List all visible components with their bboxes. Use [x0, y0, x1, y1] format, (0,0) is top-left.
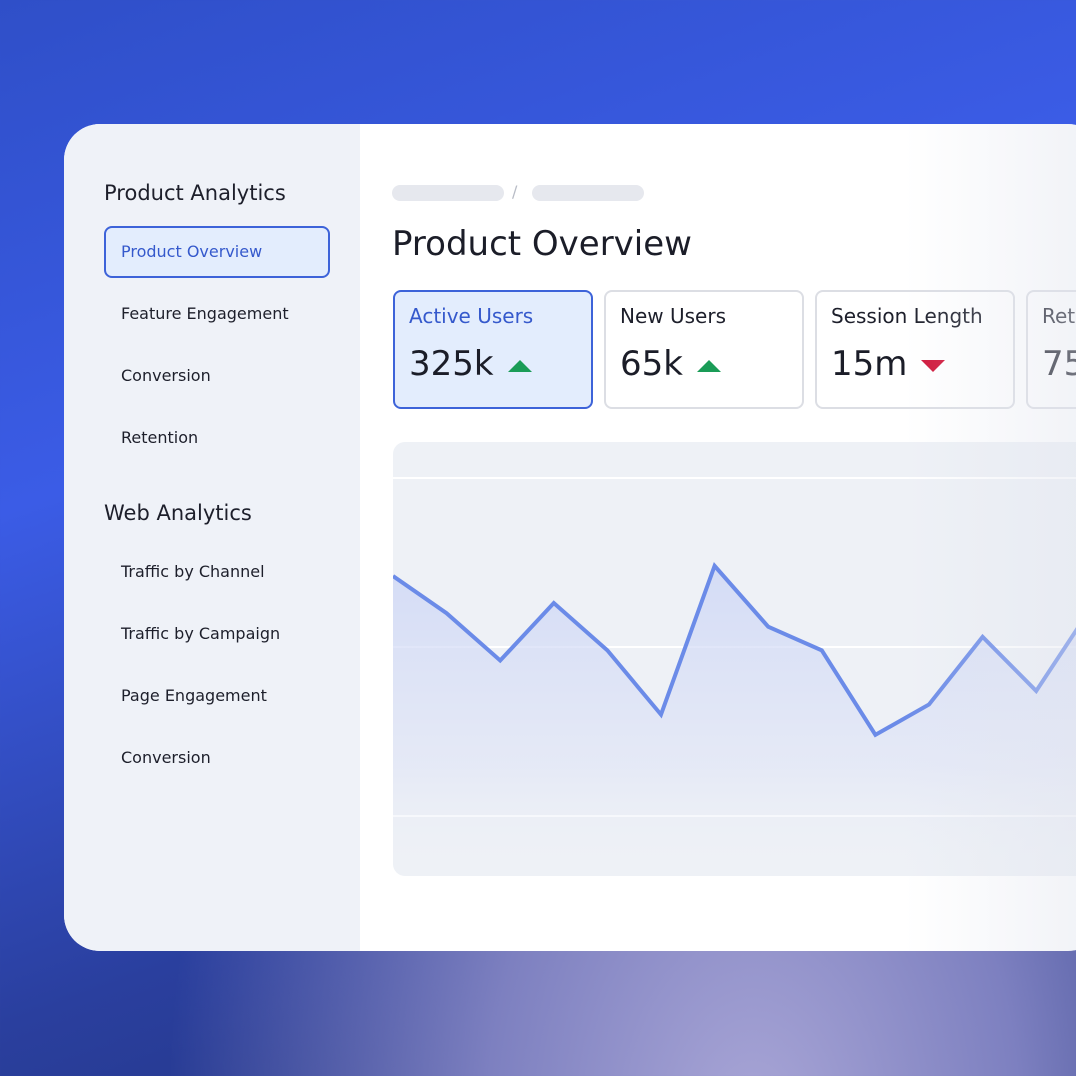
nav-item[interactable]: Product Overview: [104, 226, 330, 278]
nav-item[interactable]: Page Engagement: [121, 686, 267, 705]
kpi-number: 15m: [831, 344, 908, 384]
chart-panel: [393, 442, 1076, 876]
kpi-card[interactable]: New Users 65k: [604, 290, 804, 409]
kpi-number: 75: [1042, 344, 1076, 384]
kpi-value: 325k: [409, 344, 532, 384]
group-title: Web Analytics: [104, 501, 252, 525]
page-title: Product Overview: [392, 224, 692, 264]
area: [393, 565, 1076, 876]
nav-item[interactable]: Feature Engagement: [121, 304, 289, 323]
nav-item[interactable]: Retention: [121, 428, 199, 447]
trend-up: [696, 359, 721, 372]
kpi-value: 75: [1042, 344, 1076, 384]
kpi-number: 65k: [620, 344, 683, 384]
kpi-label: Rete: [1042, 304, 1076, 328]
kpi-card[interactable]: Active Users 325k: [393, 290, 593, 409]
breadcrumb-placeholder[interactable]: [532, 185, 644, 201]
nav-item[interactable]: Conversion: [121, 748, 211, 767]
kpi-value: 65k: [620, 344, 721, 384]
trend-up: [507, 359, 532, 372]
kpi-number: 325k: [409, 344, 494, 384]
kpi-card[interactable]: Session Length 15m: [815, 290, 1015, 409]
trend-down: [921, 359, 946, 372]
kpi-label: Active Users: [409, 304, 534, 328]
kpi-value: 15m: [831, 344, 946, 384]
nav-item[interactable]: Traffic by Channel: [121, 562, 265, 581]
group-title: Product Analytics: [104, 181, 286, 205]
line-chart: [393, 477, 1076, 876]
kpi-label: Session Length: [831, 304, 983, 328]
nav-item[interactable]: Traffic by Campaign: [121, 624, 281, 643]
main: / Product Overview Active Users 325k New U…: [360, 124, 1076, 951]
nav-item[interactable]: Conversion: [121, 366, 211, 385]
sidebar: Product Analytics Product Overview Featu…: [64, 124, 360, 951]
breadcrumb-separator: /: [512, 182, 518, 201]
kpi-card[interactable]: Rete 75: [1026, 290, 1076, 409]
dashboard: Product Analytics Product Overview Featu…: [64, 124, 1076, 951]
kpi-label: New Users: [620, 304, 726, 328]
breadcrumb-placeholder[interactable]: [392, 185, 504, 201]
